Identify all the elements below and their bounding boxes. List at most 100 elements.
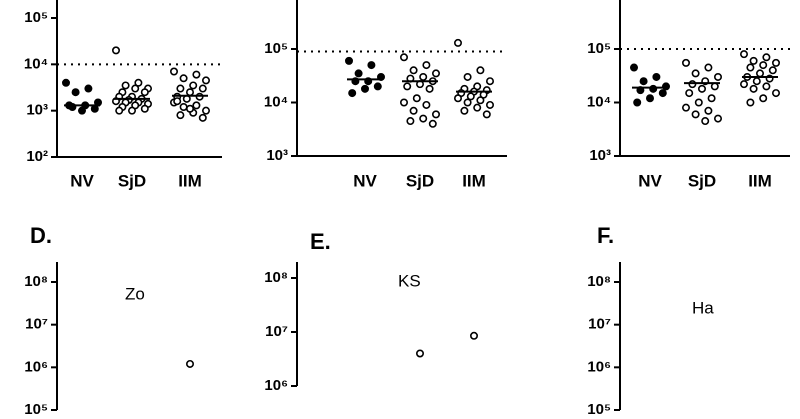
data-point (739, 50, 748, 59)
data-point (192, 70, 201, 79)
x-tick-label: SjD (118, 171, 146, 190)
data-point (409, 66, 418, 75)
data-point (681, 103, 690, 112)
data-point (173, 97, 182, 106)
y-tick-label: 10⁶ (587, 358, 611, 375)
x-tick-label: IIM (462, 171, 486, 190)
data-point (419, 114, 428, 123)
y-tick-label: 10⁸ (587, 273, 611, 290)
data-point (179, 74, 188, 83)
data-point (202, 106, 211, 115)
data-point (463, 98, 472, 107)
y-tick-label: 10⁵ (587, 401, 611, 418)
data-point (115, 106, 124, 115)
data-point (453, 94, 462, 103)
y-tick-label: 10⁷ (588, 316, 611, 333)
panel-title: F. (597, 223, 614, 248)
data-point (186, 104, 195, 113)
data-point (186, 88, 195, 97)
data-point (78, 106, 87, 115)
panel-annotation: Zo (125, 284, 145, 303)
data-point (749, 84, 758, 93)
data-point (198, 84, 207, 93)
data-point (140, 88, 149, 97)
data-point (645, 94, 654, 103)
data-point (131, 84, 140, 93)
y-tick-label: 10⁵ (24, 401, 48, 418)
x-tick-label: SjD (406, 171, 434, 190)
data-point (755, 69, 764, 78)
data-point (186, 359, 195, 368)
data-point (71, 88, 80, 97)
data-point (344, 56, 353, 65)
x-tick-label: IIM (178, 171, 202, 190)
y-tick-label: 10⁴ (587, 93, 611, 110)
data-point (701, 117, 710, 126)
x-tick-label: NV (70, 171, 94, 190)
data-point (661, 82, 670, 91)
data-point (485, 100, 494, 109)
x-tick-label: NV (638, 171, 662, 190)
data-point (713, 72, 722, 81)
panel-title: D. (30, 223, 52, 248)
y-tick-label: 10⁴ (24, 55, 48, 72)
data-point (425, 84, 434, 93)
data-point (685, 89, 694, 98)
data-point (629, 63, 638, 72)
data-point (463, 72, 472, 81)
x-tick-label: SjD (688, 171, 716, 190)
data-point (409, 106, 418, 115)
data-point (707, 94, 716, 103)
data-point (198, 113, 207, 122)
data-point (652, 72, 661, 81)
data-point (90, 104, 99, 113)
data-point (658, 89, 667, 98)
data-point (713, 114, 722, 123)
y-tick-label: 10⁶ (24, 358, 48, 375)
data-point (170, 67, 179, 76)
data-point (466, 92, 475, 101)
data-point (681, 58, 690, 67)
panel-annotation: KS (398, 271, 421, 290)
data-point (354, 69, 363, 78)
data-point (128, 106, 137, 115)
data-point (134, 78, 143, 87)
data-point (771, 89, 780, 98)
data-point (639, 77, 648, 86)
data-point (192, 101, 201, 110)
y-tick-label: 10⁴ (264, 93, 288, 110)
data-point (373, 82, 382, 91)
y-tick-label: 10⁶ (264, 377, 288, 394)
data-point (422, 61, 431, 70)
data-point (176, 111, 185, 120)
y-tick-label: 10⁷ (265, 323, 288, 340)
data-point (453, 38, 462, 47)
data-point (61, 78, 70, 87)
data-point (140, 104, 149, 113)
y-tick-label: 10⁷ (25, 316, 48, 333)
y-tick-label: 10³ (26, 102, 48, 119)
x-tick-label: NV (353, 171, 377, 190)
y-tick-label: 10³ (589, 147, 611, 164)
data-point (348, 89, 357, 98)
data-point (762, 53, 771, 62)
data-point (759, 61, 768, 70)
data-point (762, 82, 771, 91)
data-point (633, 98, 642, 107)
data-point (112, 46, 121, 55)
y-tick-label: 10⁵ (24, 9, 48, 26)
data-point (121, 81, 130, 90)
data-point (697, 84, 706, 93)
y-tick-label: 10⁸ (264, 269, 288, 286)
data-point (406, 117, 415, 126)
data-point (428, 119, 437, 128)
data-point (710, 82, 719, 91)
data-point (422, 100, 431, 109)
data-point (746, 98, 755, 107)
y-tick-label: 10⁵ (264, 40, 288, 57)
data-point (476, 66, 485, 75)
data-point (176, 84, 185, 93)
data-point (367, 61, 376, 70)
y-tick-label: 10⁵ (587, 40, 611, 57)
